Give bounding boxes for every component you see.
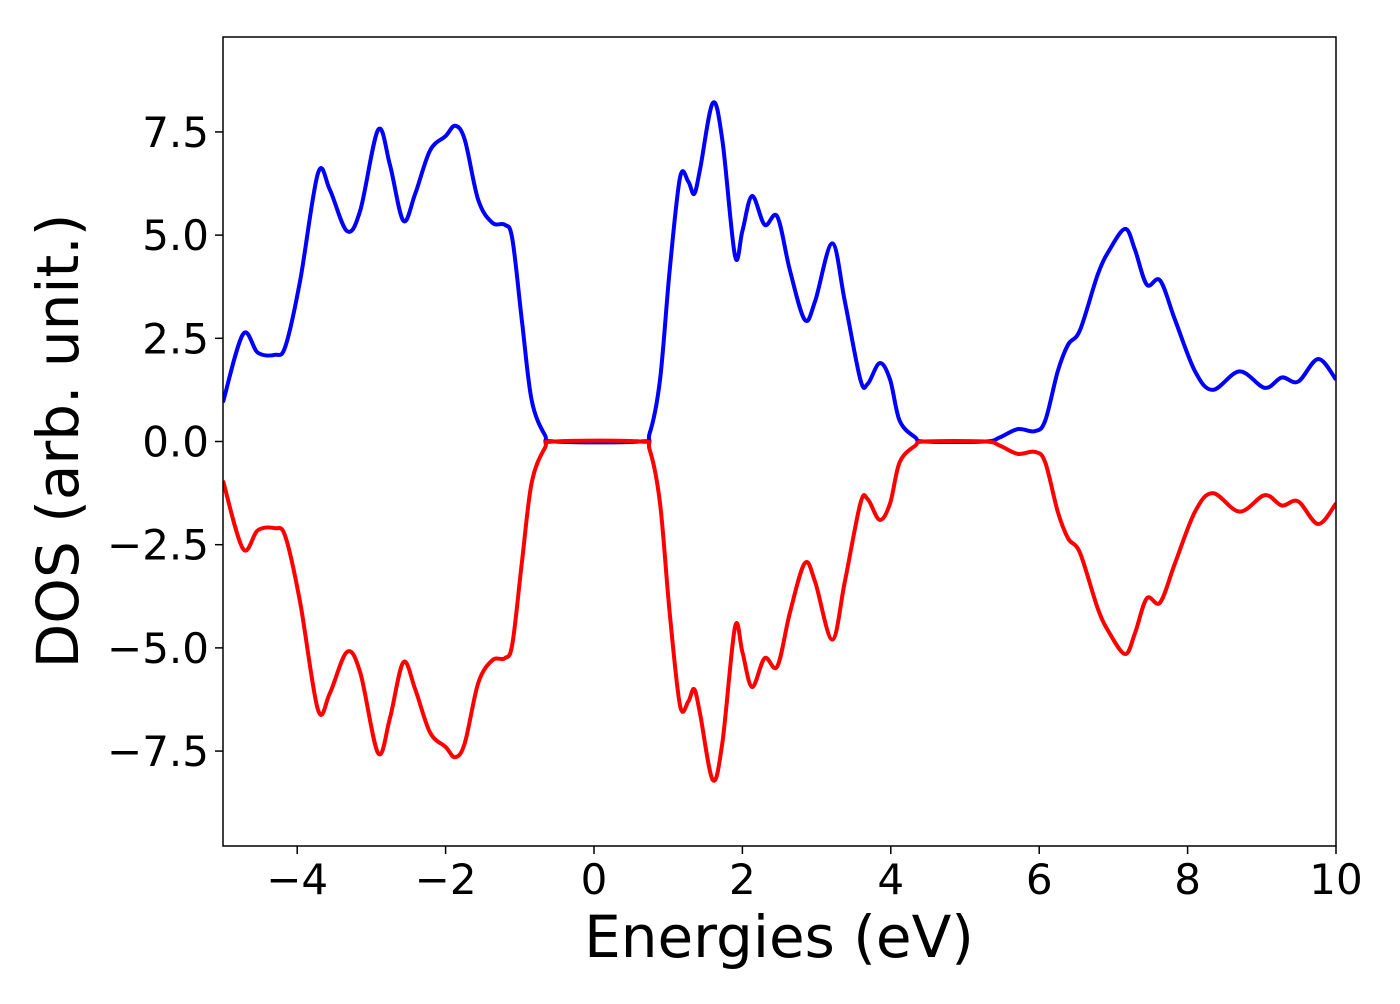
y-tick-label: 0.0 (142, 418, 209, 467)
x-tick-label: −2 (415, 855, 477, 904)
x-tick-label: 6 (1026, 855, 1053, 904)
y-tick-label: −2.5 (107, 521, 209, 570)
x-tick-label: 10 (1309, 855, 1362, 904)
plot-frame (222, 36, 1337, 847)
x-axis-label: Energies (eV) (584, 903, 974, 971)
y-tick-label: 7.5 (142, 108, 209, 157)
x-tick-label: 4 (877, 855, 904, 904)
y-tick-label: −5.0 (107, 624, 209, 673)
x-tick-label: −4 (266, 855, 328, 904)
line-series (223, 100, 1336, 445)
x-tick-label: 8 (1174, 855, 1201, 904)
x-tick-label: 2 (729, 855, 756, 904)
y-axis-label: DOS (arb. unit.) (24, 214, 92, 669)
y-tick-label: −7.5 (107, 727, 209, 776)
x-tick-label: 0 (581, 855, 608, 904)
y-tick-label: 2.5 (142, 314, 209, 363)
line-series (223, 438, 1336, 783)
y-tick-label: 5.0 (142, 211, 209, 260)
